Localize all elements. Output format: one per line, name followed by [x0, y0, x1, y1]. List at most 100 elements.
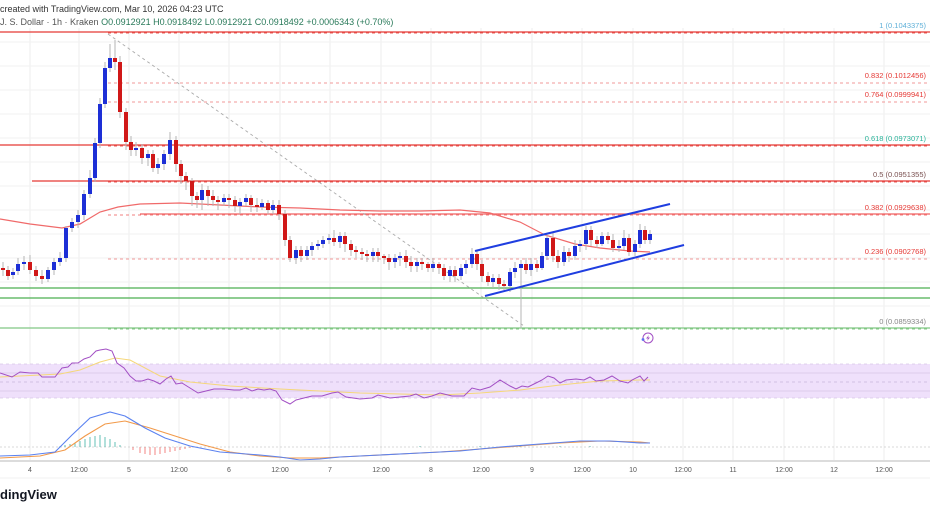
fibonacci-retracement[interactable]: 1 (0.1043375) 0.832 (0.1012456) 0.764 (0.0… [108, 21, 930, 330]
candle-up [76, 215, 80, 222]
candle-down [382, 256, 386, 258]
candle-down [497, 278, 501, 284]
candle-down [567, 252, 571, 256]
symbol-legend: J. S. Dollar · 1h · Kraken O0.0912921 H0… [0, 17, 393, 27]
candle-down [606, 236, 610, 240]
candle-up [310, 246, 314, 250]
ohlc-high: H0.0918492 [153, 17, 203, 27]
ohlc-change: +0.0006343 (+0.70%) [306, 17, 394, 27]
candle-down [283, 214, 287, 240]
rsi-line [0, 348, 649, 405]
candle-up [540, 256, 544, 268]
lightning-bolt-icon[interactable] [641, 332, 654, 344]
candle-up [93, 143, 97, 178]
candle-up [327, 238, 331, 240]
candle-down [184, 176, 188, 181]
candle-down [140, 148, 144, 158]
candle-up [415, 262, 419, 266]
candle-down [206, 190, 210, 196]
time-axis-tick: 12 [830, 467, 838, 474]
candle-up [622, 238, 626, 246]
candle-up [508, 272, 512, 286]
ascending-channel[interactable] [474, 203, 685, 297]
time-axis-tick: 12:00 [875, 467, 893, 474]
trend-line[interactable] [107, 33, 525, 327]
candle-down [551, 238, 555, 256]
candle-down [535, 264, 539, 268]
candle-down [387, 258, 391, 262]
candle-up [168, 140, 172, 154]
candle-up [22, 262, 26, 264]
candle-up [633, 244, 637, 252]
candle-up [648, 234, 652, 240]
candle-down [288, 240, 292, 258]
candle-down [426, 264, 430, 268]
candle-up [638, 230, 642, 244]
symbol-name: J. S. Dollar · 1h · Kraken [0, 17, 99, 27]
candle-up [260, 203, 264, 207]
time-axis[interactable]: 4 12:00 5 12:00 6 12:00 7 12:00 8 12:00 9 12:00 10 12… [0, 460, 930, 479]
moving-average-line [0, 202, 651, 253]
candle-up [600, 236, 604, 244]
candle-down [595, 240, 599, 244]
fib-level-label: 0.618 (0.0973071) [865, 134, 927, 143]
candle-down [611, 240, 615, 248]
candle-down [643, 230, 647, 240]
candle-up [222, 198, 226, 202]
rsi-signal-line [0, 357, 650, 396]
candle-down [118, 62, 122, 112]
candle-down [524, 264, 528, 270]
candle-down [332, 238, 336, 242]
time-axis-tick: 12:00 [775, 467, 793, 474]
candle-down [442, 268, 446, 276]
candle-down [502, 284, 506, 286]
candle-up [294, 250, 298, 258]
candle-up [70, 222, 74, 228]
macd-line [0, 411, 650, 461]
candle-down [404, 256, 408, 262]
candle-up [11, 272, 15, 275]
candle-down [360, 252, 364, 254]
candle-down [28, 262, 32, 270]
candle-up [16, 264, 20, 271]
candle-up [491, 278, 495, 282]
candle-up [134, 148, 138, 150]
candle-up [470, 254, 474, 264]
candle-down [475, 254, 479, 264]
candle-down [255, 205, 259, 207]
chart-created-text: created with TradingView.com, Mar 10, 20… [0, 4, 224, 14]
candle-down [129, 142, 133, 150]
candle-up [103, 68, 107, 104]
candle-up [82, 194, 86, 215]
time-axis-tick: 12:00 [472, 467, 490, 474]
candle-up [305, 250, 309, 256]
candle-up [58, 258, 62, 262]
time-axis-tick: 8 [429, 467, 433, 474]
time-axis-tick: 12:00 [573, 467, 591, 474]
time-axis-tick: 4 [28, 467, 32, 474]
candle-up [156, 164, 160, 168]
candle-down [1, 268, 5, 270]
candle-down [627, 238, 631, 252]
candle-up [578, 244, 582, 246]
candle-down [34, 270, 38, 276]
ohlc-close: C0.0918492 [254, 17, 304, 27]
time-axis-tick: 9 [530, 467, 534, 474]
candle-down [343, 236, 347, 244]
candle-up [519, 264, 523, 268]
candle-up [398, 256, 402, 258]
candle-down [179, 164, 183, 176]
candle-down [174, 140, 178, 164]
fib-level-label: 0 (0.0859334) [879, 317, 926, 326]
candle-up [162, 154, 166, 164]
candle-down [437, 264, 441, 268]
candle-down [113, 58, 117, 62]
channel-lower-line [484, 244, 685, 297]
candlesticks [1, 40, 652, 328]
candle-down [376, 252, 380, 256]
candle-down [190, 181, 194, 196]
candle-down [354, 250, 358, 252]
candle-up [108, 58, 112, 68]
candle-down [349, 244, 353, 250]
